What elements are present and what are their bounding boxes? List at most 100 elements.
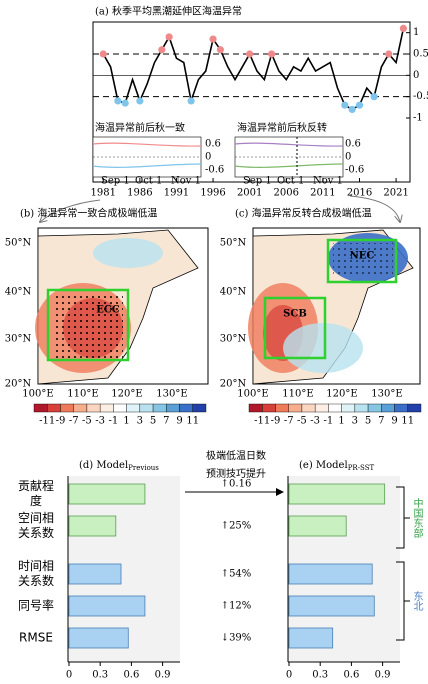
stipple (53, 293, 123, 358)
data-point (246, 50, 254, 58)
colorbar-label: -3 (95, 416, 105, 427)
colorbar-cell (367, 403, 382, 413)
x-tick-label: 1981 (91, 188, 116, 199)
colorbar-label: 5 (365, 416, 371, 427)
data-point (216, 46, 224, 54)
lon-label: 110°E (67, 389, 98, 400)
inset-x-label: Nov 1 (313, 176, 343, 187)
colorbar-cell (60, 403, 74, 413)
inset-line (92, 163, 202, 168)
colorbar-cell (394, 403, 408, 413)
colorbar-label: 1 (123, 416, 129, 427)
category-label: RMSE (19, 630, 53, 645)
lat-label: 50°N (220, 238, 247, 249)
x-tick-label: 0.3 (92, 670, 108, 681)
colorbar-cell (192, 403, 207, 413)
colorbar-label: -3 (310, 416, 320, 427)
arrow (40, 199, 101, 222)
improvement-label: ↑12% (221, 601, 252, 612)
data-point (348, 105, 356, 114)
data-point (268, 50, 276, 58)
inset-y-label: 0 (345, 152, 351, 163)
colorbar-cell (407, 403, 422, 413)
lon-label: 100°E (22, 389, 53, 400)
colorbar-label: -9 (56, 416, 66, 427)
data-point (341, 101, 349, 109)
data-point (136, 97, 144, 105)
colorbar-cell (341, 403, 356, 413)
colorbar-label: 7 (378, 416, 384, 427)
colorbar-cell (99, 403, 114, 413)
x-tick-label: 2021 (383, 188, 408, 199)
x-tick-label: 2001 (237, 188, 262, 199)
bar (68, 515, 117, 537)
improvement-label: ↑54% (221, 569, 252, 580)
data-point (165, 33, 173, 41)
bar (288, 515, 347, 537)
colorbar-cell (33, 403, 48, 413)
bar (68, 483, 146, 505)
x-tick-label: 0.3 (312, 670, 328, 681)
bracket (396, 561, 410, 641)
colorbar-cell (328, 403, 342, 413)
colorbar-label: 9 (176, 416, 182, 427)
plot-frame (92, 21, 411, 183)
category-label: 同号率 (17, 598, 54, 613)
inset-line (92, 142, 202, 147)
x-tick-label: 0.6 (343, 670, 359, 681)
colorbar-label: 11 (186, 416, 199, 427)
inset-x-label: Sep 1 (243, 176, 272, 187)
x-tick-label: 0.9 (155, 670, 171, 681)
region-label: NEC (350, 251, 375, 262)
colorbar-cell (86, 403, 101, 413)
x-tick-label: 1986 (127, 188, 152, 199)
category-label: 贡献程度 (17, 479, 54, 508)
inset-y-label: 0.6 (205, 139, 221, 150)
improvement-title: 预测技巧提升 (206, 467, 266, 480)
colorbar-cell (139, 403, 154, 413)
colorbar-cell (354, 403, 369, 413)
x-tick-label: 2016 (347, 188, 372, 199)
category-label: 时间相关系数 (17, 559, 54, 588)
inset-title: 海温异常前后秋一致 (95, 121, 185, 134)
data-point (158, 46, 166, 54)
inset-x-label: Sep 1 (101, 176, 130, 187)
colorbar-cell (314, 403, 329, 413)
x-tick-label: 0.9 (375, 670, 391, 681)
data-point (385, 50, 393, 58)
lon-label: 130°E (371, 389, 402, 400)
inset-y-label: 0 (205, 152, 211, 163)
lat-label: 50°N (5, 238, 32, 249)
anomaly (283, 323, 363, 373)
inset-y-label: 0.6 (345, 139, 361, 150)
inset-y-label: -0.6 (205, 165, 224, 176)
bar (288, 627, 334, 649)
data-point (355, 101, 364, 109)
data-point (121, 99, 129, 107)
group-label: 中国东部 (411, 497, 423, 539)
inset-line (234, 163, 344, 168)
x-tick-label: 1991 (164, 188, 189, 199)
colorbar-cell (288, 403, 303, 413)
inset-x-label: Oct 1 (277, 176, 304, 187)
group-label: 东北 (411, 590, 423, 611)
lon-label: 120°E (111, 389, 142, 400)
colorbar-cell (179, 403, 193, 413)
bar (288, 563, 373, 585)
arrow (349, 195, 400, 222)
lat-label: 30°N (220, 334, 247, 345)
y-tick-label: 0 (413, 70, 419, 81)
data-point (370, 93, 378, 101)
bracket (396, 486, 410, 549)
data-point (99, 50, 107, 58)
map-title: (c) 海温异常反转合成极端低温 (235, 207, 372, 220)
improvement-label: ↑25% (221, 521, 252, 532)
y-tick-label: 1 (413, 27, 419, 38)
lat-label: 30°N (5, 334, 32, 345)
lat-label: 40°N (5, 287, 32, 298)
y-tick-label: 0.5 (413, 49, 428, 60)
lat-label: 20°N (5, 379, 32, 390)
colorbar-cell (262, 403, 276, 413)
inset-x-label: Nov 1 (171, 176, 201, 187)
